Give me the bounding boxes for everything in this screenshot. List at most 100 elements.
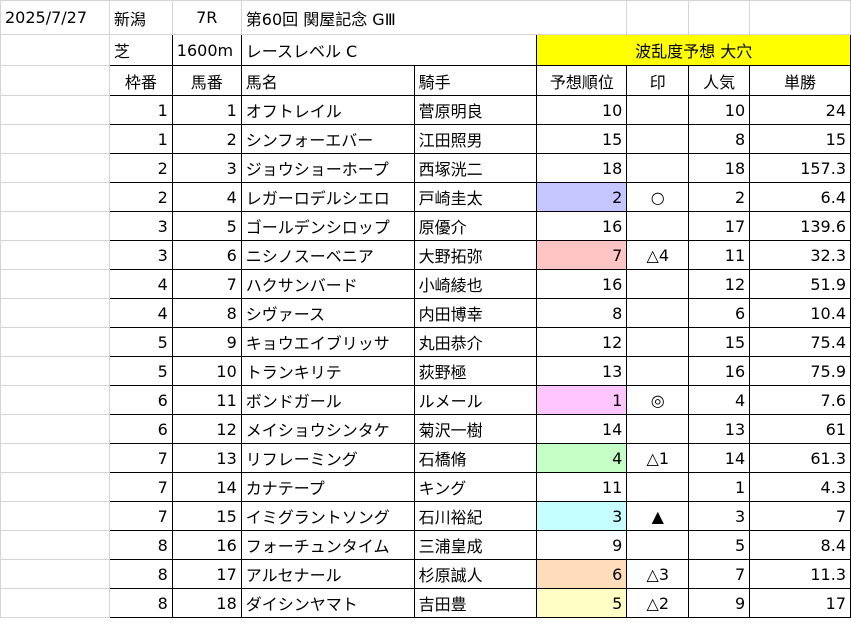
cell-umaban[interactable]: 13 — [171, 443, 242, 473]
cell-waku[interactable]: 5 — [108, 356, 173, 386]
cell-mark[interactable] — [626, 211, 690, 241]
cell-predicted-rank[interactable]: 8 — [536, 298, 628, 328]
cell-win-odds[interactable]: 6.4 — [749, 182, 851, 212]
header-horse[interactable]: 馬名 — [240, 65, 415, 96]
cell-jockey[interactable]: 石川裕紀 — [413, 501, 538, 531]
cell-mark[interactable] — [626, 472, 690, 502]
cell-horse-name[interactable]: ジョウショーホープ — [240, 153, 415, 183]
cell-empty[interactable] — [0, 124, 110, 154]
cell-popularity[interactable]: 13 — [688, 414, 751, 444]
cell-empty[interactable] — [0, 414, 110, 444]
cell-jockey[interactable]: 石橋脩 — [413, 443, 538, 473]
cell-win-odds[interactable]: 157.3 — [749, 153, 851, 183]
cell-predicted-rank[interactable]: 4 — [536, 443, 628, 473]
cell-umaban[interactable]: 14 — [171, 472, 242, 502]
cell-win-odds[interactable]: 7 — [749, 501, 851, 531]
cell-mark[interactable]: △4 — [626, 240, 690, 270]
cell-mark[interactable] — [626, 153, 690, 183]
cell-waku[interactable]: 6 — [108, 385, 173, 415]
cell-empty[interactable] — [0, 501, 110, 531]
cell-empty[interactable] — [0, 34, 110, 66]
cell-empty[interactable] — [0, 530, 110, 560]
cell-waku[interactable]: 5 — [108, 327, 173, 357]
cell-mark[interactable] — [626, 530, 690, 560]
cell-win-odds[interactable]: 15 — [749, 124, 851, 154]
cell-popularity[interactable]: 15 — [688, 327, 751, 357]
cell-race-level[interactable]: レースレベル C — [240, 34, 538, 66]
cell-jockey[interactable]: 菅原明良 — [413, 95, 538, 125]
cell-mark[interactable]: ◎ — [626, 385, 690, 415]
cell-empty[interactable] — [0, 588, 110, 618]
cell-waku[interactable]: 3 — [108, 240, 173, 270]
cell-horse-name[interactable]: フォーチュンタイム — [240, 530, 415, 560]
cell-jockey[interactable]: ルメール — [413, 385, 538, 415]
cell-umaban[interactable]: 5 — [171, 211, 242, 241]
cell-popularity[interactable]: 3 — [688, 501, 751, 531]
cell-horse-name[interactable]: イミグラントソング — [240, 501, 415, 531]
cell-waku[interactable]: 2 — [108, 153, 173, 183]
cell-empty[interactable] — [0, 182, 110, 212]
cell-umaban[interactable]: 6 — [171, 240, 242, 270]
cell-predicted-rank[interactable]: 9 — [536, 530, 628, 560]
header-jockey[interactable]: 騎手 — [413, 65, 538, 96]
cell-waku[interactable]: 4 — [108, 298, 173, 328]
cell-empty[interactable] — [626, 0, 690, 35]
cell-empty[interactable] — [0, 240, 110, 270]
cell-jockey[interactable]: 西塚洸二 — [413, 153, 538, 183]
cell-empty[interactable] — [0, 385, 110, 415]
cell-horse-name[interactable]: リフレーミング — [240, 443, 415, 473]
cell-race-name[interactable]: 第60回 関屋記念 GⅢ — [240, 0, 628, 35]
cell-waku[interactable]: 8 — [108, 530, 173, 560]
cell-predicted-rank[interactable]: 12 — [536, 327, 628, 357]
cell-umaban[interactable]: 4 — [171, 182, 242, 212]
cell-win-odds[interactable]: 61 — [749, 414, 851, 444]
cell-jockey[interactable]: 丸田恭介 — [413, 327, 538, 357]
cell-win-odds[interactable]: 139.6 — [749, 211, 851, 241]
header-popularity[interactable]: 人気 — [688, 65, 751, 96]
header-odds[interactable]: 単勝 — [749, 65, 851, 96]
cell-win-odds[interactable]: 17 — [749, 588, 851, 618]
cell-predicted-rank[interactable]: 18 — [536, 153, 628, 183]
cell-empty[interactable] — [0, 472, 110, 502]
cell-race-no[interactable]: 7R — [171, 0, 242, 35]
cell-waku[interactable]: 2 — [108, 182, 173, 212]
cell-win-odds[interactable]: 51.9 — [749, 269, 851, 299]
cell-venue[interactable]: 新潟 — [108, 0, 173, 35]
cell-popularity[interactable]: 8 — [688, 124, 751, 154]
cell-popularity[interactable]: 4 — [688, 385, 751, 415]
cell-predicted-rank[interactable]: 13 — [536, 356, 628, 386]
cell-mark[interactable]: △3 — [626, 559, 690, 589]
header-waku[interactable]: 枠番 — [108, 65, 173, 96]
header-rank[interactable]: 予想順位 — [536, 65, 628, 96]
cell-popularity[interactable]: 6 — [688, 298, 751, 328]
cell-empty[interactable] — [0, 298, 110, 328]
cell-predicted-rank[interactable]: 10 — [536, 95, 628, 125]
cell-waku[interactable]: 1 — [108, 95, 173, 125]
cell-mark[interactable] — [626, 327, 690, 357]
cell-predicted-rank[interactable]: 14 — [536, 414, 628, 444]
cell-predicted-rank[interactable]: 16 — [536, 211, 628, 241]
cell-jockey[interactable]: 戸崎圭太 — [413, 182, 538, 212]
cell-horse-name[interactable]: ニシノスーベニア — [240, 240, 415, 270]
cell-umaban[interactable]: 15 — [171, 501, 242, 531]
cell-horse-name[interactable]: ボンドガール — [240, 385, 415, 415]
cell-win-odds[interactable]: 10.4 — [749, 298, 851, 328]
cell-waku[interactable]: 4 — [108, 269, 173, 299]
cell-horse-name[interactable]: キョウエイブリッサ — [240, 327, 415, 357]
cell-umaban[interactable]: 18 — [171, 588, 242, 618]
cell-umaban[interactable]: 8 — [171, 298, 242, 328]
cell-empty[interactable] — [0, 95, 110, 125]
cell-mark[interactable] — [626, 269, 690, 299]
cell-jockey[interactable]: 江田照男 — [413, 124, 538, 154]
cell-mark[interactable]: ○ — [626, 182, 690, 212]
cell-jockey[interactable]: 三浦皇成 — [413, 530, 538, 560]
cell-horse-name[interactable]: ハクサンバード — [240, 269, 415, 299]
cell-horse-name[interactable]: シンフォーエバー — [240, 124, 415, 154]
cell-jockey[interactable]: 原優介 — [413, 211, 538, 241]
cell-waku[interactable]: 8 — [108, 588, 173, 618]
cell-jockey[interactable]: 吉田豊 — [413, 588, 538, 618]
header-umaban[interactable]: 馬番 — [171, 65, 242, 96]
cell-waku[interactable]: 3 — [108, 211, 173, 241]
cell-predicted-rank[interactable]: 16 — [536, 269, 628, 299]
cell-horse-name[interactable]: ダイシンヤマト — [240, 588, 415, 618]
